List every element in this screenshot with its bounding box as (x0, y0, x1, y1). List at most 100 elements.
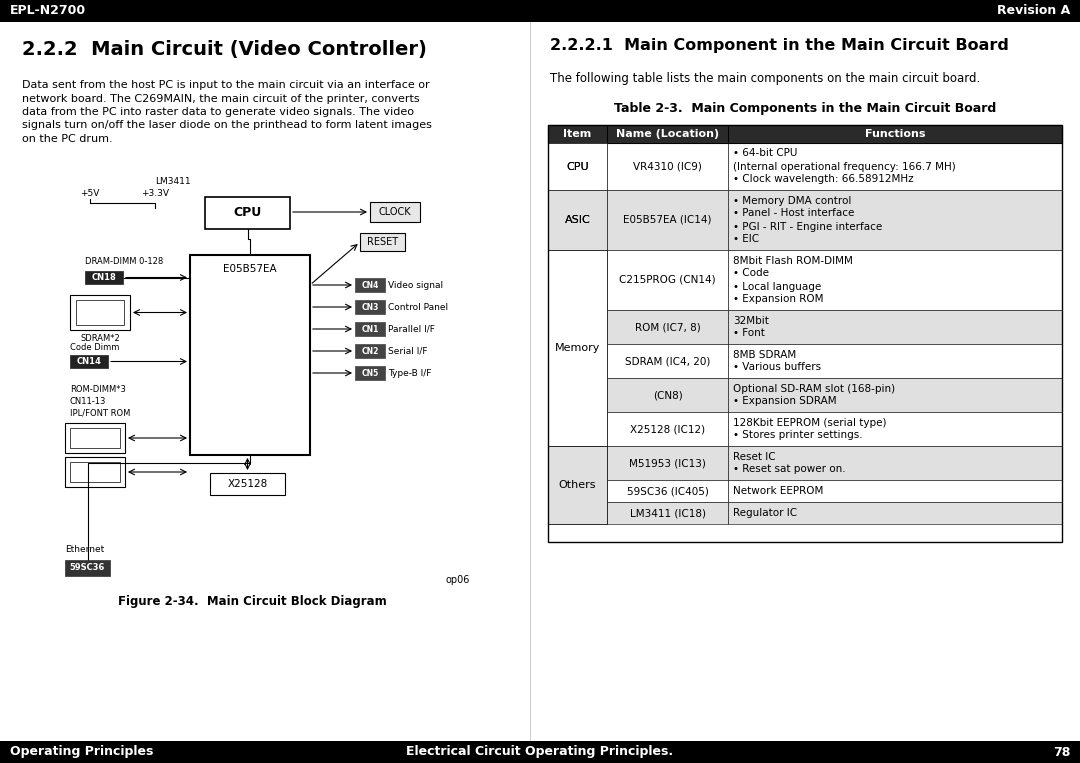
Text: Video signal: Video signal (388, 281, 443, 289)
Bar (728, 378, 1062, 412)
Text: • Expansion ROM: • Expansion ROM (733, 295, 823, 304)
Bar (548, 344, 607, 378)
Bar (548, 502, 607, 524)
Bar (355, 300, 384, 314)
Text: Item: Item (564, 129, 592, 139)
Text: • Panel - Host interface: • Panel - Host interface (733, 208, 854, 218)
Text: +5V: +5V (80, 189, 99, 198)
Text: • Reset sat power on.: • Reset sat power on. (733, 465, 846, 475)
Bar (607, 344, 728, 378)
Bar (728, 125, 1062, 143)
Text: Memory: Memory (555, 343, 600, 353)
Text: E05B57EA: E05B57EA (224, 264, 276, 274)
Bar (728, 344, 1062, 378)
Bar (85, 271, 123, 284)
Text: ASIC: ASIC (565, 215, 591, 225)
Bar (728, 190, 1062, 250)
Text: • Various buffers: • Various buffers (733, 362, 821, 372)
Text: • Font: • Font (733, 329, 765, 339)
Text: • 64-bit CPU: • 64-bit CPU (733, 149, 797, 159)
Text: 59SC36: 59SC36 (70, 564, 105, 572)
Text: on the PC drum.: on the PC drum. (22, 134, 112, 144)
Bar (728, 480, 1062, 502)
Text: ROM-DIMM*3: ROM-DIMM*3 (70, 385, 126, 394)
Text: CN3: CN3 (362, 302, 379, 311)
Text: M51953 (IC13): M51953 (IC13) (629, 458, 706, 468)
Text: 2.2.2  Main Circuit (Video Controller): 2.2.2 Main Circuit (Video Controller) (22, 40, 427, 59)
Bar (0, 741, 1080, 763)
Bar (607, 446, 728, 480)
Text: Electrical Circuit Operating Principles.: Electrical Circuit Operating Principles. (406, 745, 674, 758)
Bar (190, 255, 310, 455)
Bar (355, 344, 384, 358)
Text: (Internal operational frequency: 166.7 MH): (Internal operational frequency: 166.7 M… (733, 162, 956, 172)
Text: RESET: RESET (367, 237, 399, 247)
Bar (76, 300, 124, 325)
Bar (548, 125, 1062, 143)
Text: op06: op06 (446, 575, 470, 585)
Bar (360, 233, 405, 251)
Text: X25128: X25128 (228, 479, 268, 489)
Bar (355, 366, 384, 380)
Bar (548, 446, 607, 524)
Bar (548, 250, 607, 310)
Text: 32Mbit: 32Mbit (733, 315, 769, 326)
Bar (607, 125, 728, 143)
Bar (548, 190, 607, 250)
Bar (728, 412, 1062, 446)
Text: • Expansion SDRAM: • Expansion SDRAM (733, 397, 837, 407)
Text: LM3411 (IC18): LM3411 (IC18) (630, 508, 705, 518)
Text: 59SC36 (IC405): 59SC36 (IC405) (626, 486, 708, 496)
Text: CN18: CN18 (92, 273, 117, 282)
Text: ROM (IC7, 8): ROM (IC7, 8) (635, 322, 700, 332)
Text: The following table lists the main components on the main circuit board.: The following table lists the main compo… (550, 72, 981, 85)
Bar (607, 190, 728, 250)
Text: Control Panel: Control Panel (388, 302, 448, 311)
Text: C215PROG (CN14): C215PROG (CN14) (619, 275, 716, 285)
Bar (210, 473, 285, 495)
Text: SDRAM*2: SDRAM*2 (80, 334, 120, 343)
Text: 8Mbit Flash ROM-DIMM: 8Mbit Flash ROM-DIMM (733, 256, 853, 266)
Bar (205, 197, 291, 229)
Text: 128Kbit EEPROM (serial type): 128Kbit EEPROM (serial type) (733, 417, 887, 427)
Bar (70, 428, 120, 448)
Bar (65, 560, 110, 576)
Text: EPL-N2700: EPL-N2700 (10, 5, 86, 18)
Text: CPU: CPU (233, 207, 261, 220)
Text: Name (Location): Name (Location) (616, 129, 719, 139)
Bar (548, 480, 607, 502)
Text: • Clock wavelength: 66.58912MHz: • Clock wavelength: 66.58912MHz (733, 175, 914, 185)
Text: IPL/FONT ROM: IPL/FONT ROM (70, 409, 131, 418)
Text: ASIC: ASIC (565, 215, 591, 225)
Text: signals turn on/off the laser diode on the printhead to form latent images: signals turn on/off the laser diode on t… (22, 121, 432, 130)
Bar (355, 278, 384, 292)
Text: network board. The C269MAIN, the main circuit of the printer, converts: network board. The C269MAIN, the main ci… (22, 94, 420, 104)
Text: Network EEPROM: Network EEPROM (733, 486, 823, 496)
Bar (65, 423, 125, 453)
Bar (548, 125, 1062, 542)
Text: CN11-13: CN11-13 (70, 397, 106, 406)
Bar (607, 480, 728, 502)
Text: CN1: CN1 (362, 324, 379, 333)
Bar (548, 446, 607, 480)
Text: CPU: CPU (566, 162, 589, 172)
Text: • Code: • Code (733, 269, 769, 278)
Text: CN5: CN5 (362, 369, 379, 378)
Bar (728, 310, 1062, 344)
Text: Functions: Functions (865, 129, 926, 139)
Bar (548, 310, 607, 344)
Bar (728, 143, 1062, 190)
Text: LM3411: LM3411 (156, 177, 191, 186)
Bar (70, 462, 120, 482)
Bar (607, 502, 728, 524)
Text: (CN8): (CN8) (652, 390, 683, 400)
Text: CLOCK: CLOCK (379, 207, 411, 217)
Bar (728, 250, 1062, 310)
Text: Reset IC: Reset IC (733, 452, 775, 462)
Bar (548, 412, 607, 446)
Text: Data sent from the host PC is input to the main circuit via an interface or: Data sent from the host PC is input to t… (22, 80, 430, 90)
Bar (65, 457, 125, 487)
Text: • Stores printer settings.: • Stores printer settings. (733, 430, 863, 440)
Text: Optional SD-RAM slot (168-pin): Optional SD-RAM slot (168-pin) (733, 384, 895, 394)
Text: CN2: CN2 (362, 346, 379, 356)
